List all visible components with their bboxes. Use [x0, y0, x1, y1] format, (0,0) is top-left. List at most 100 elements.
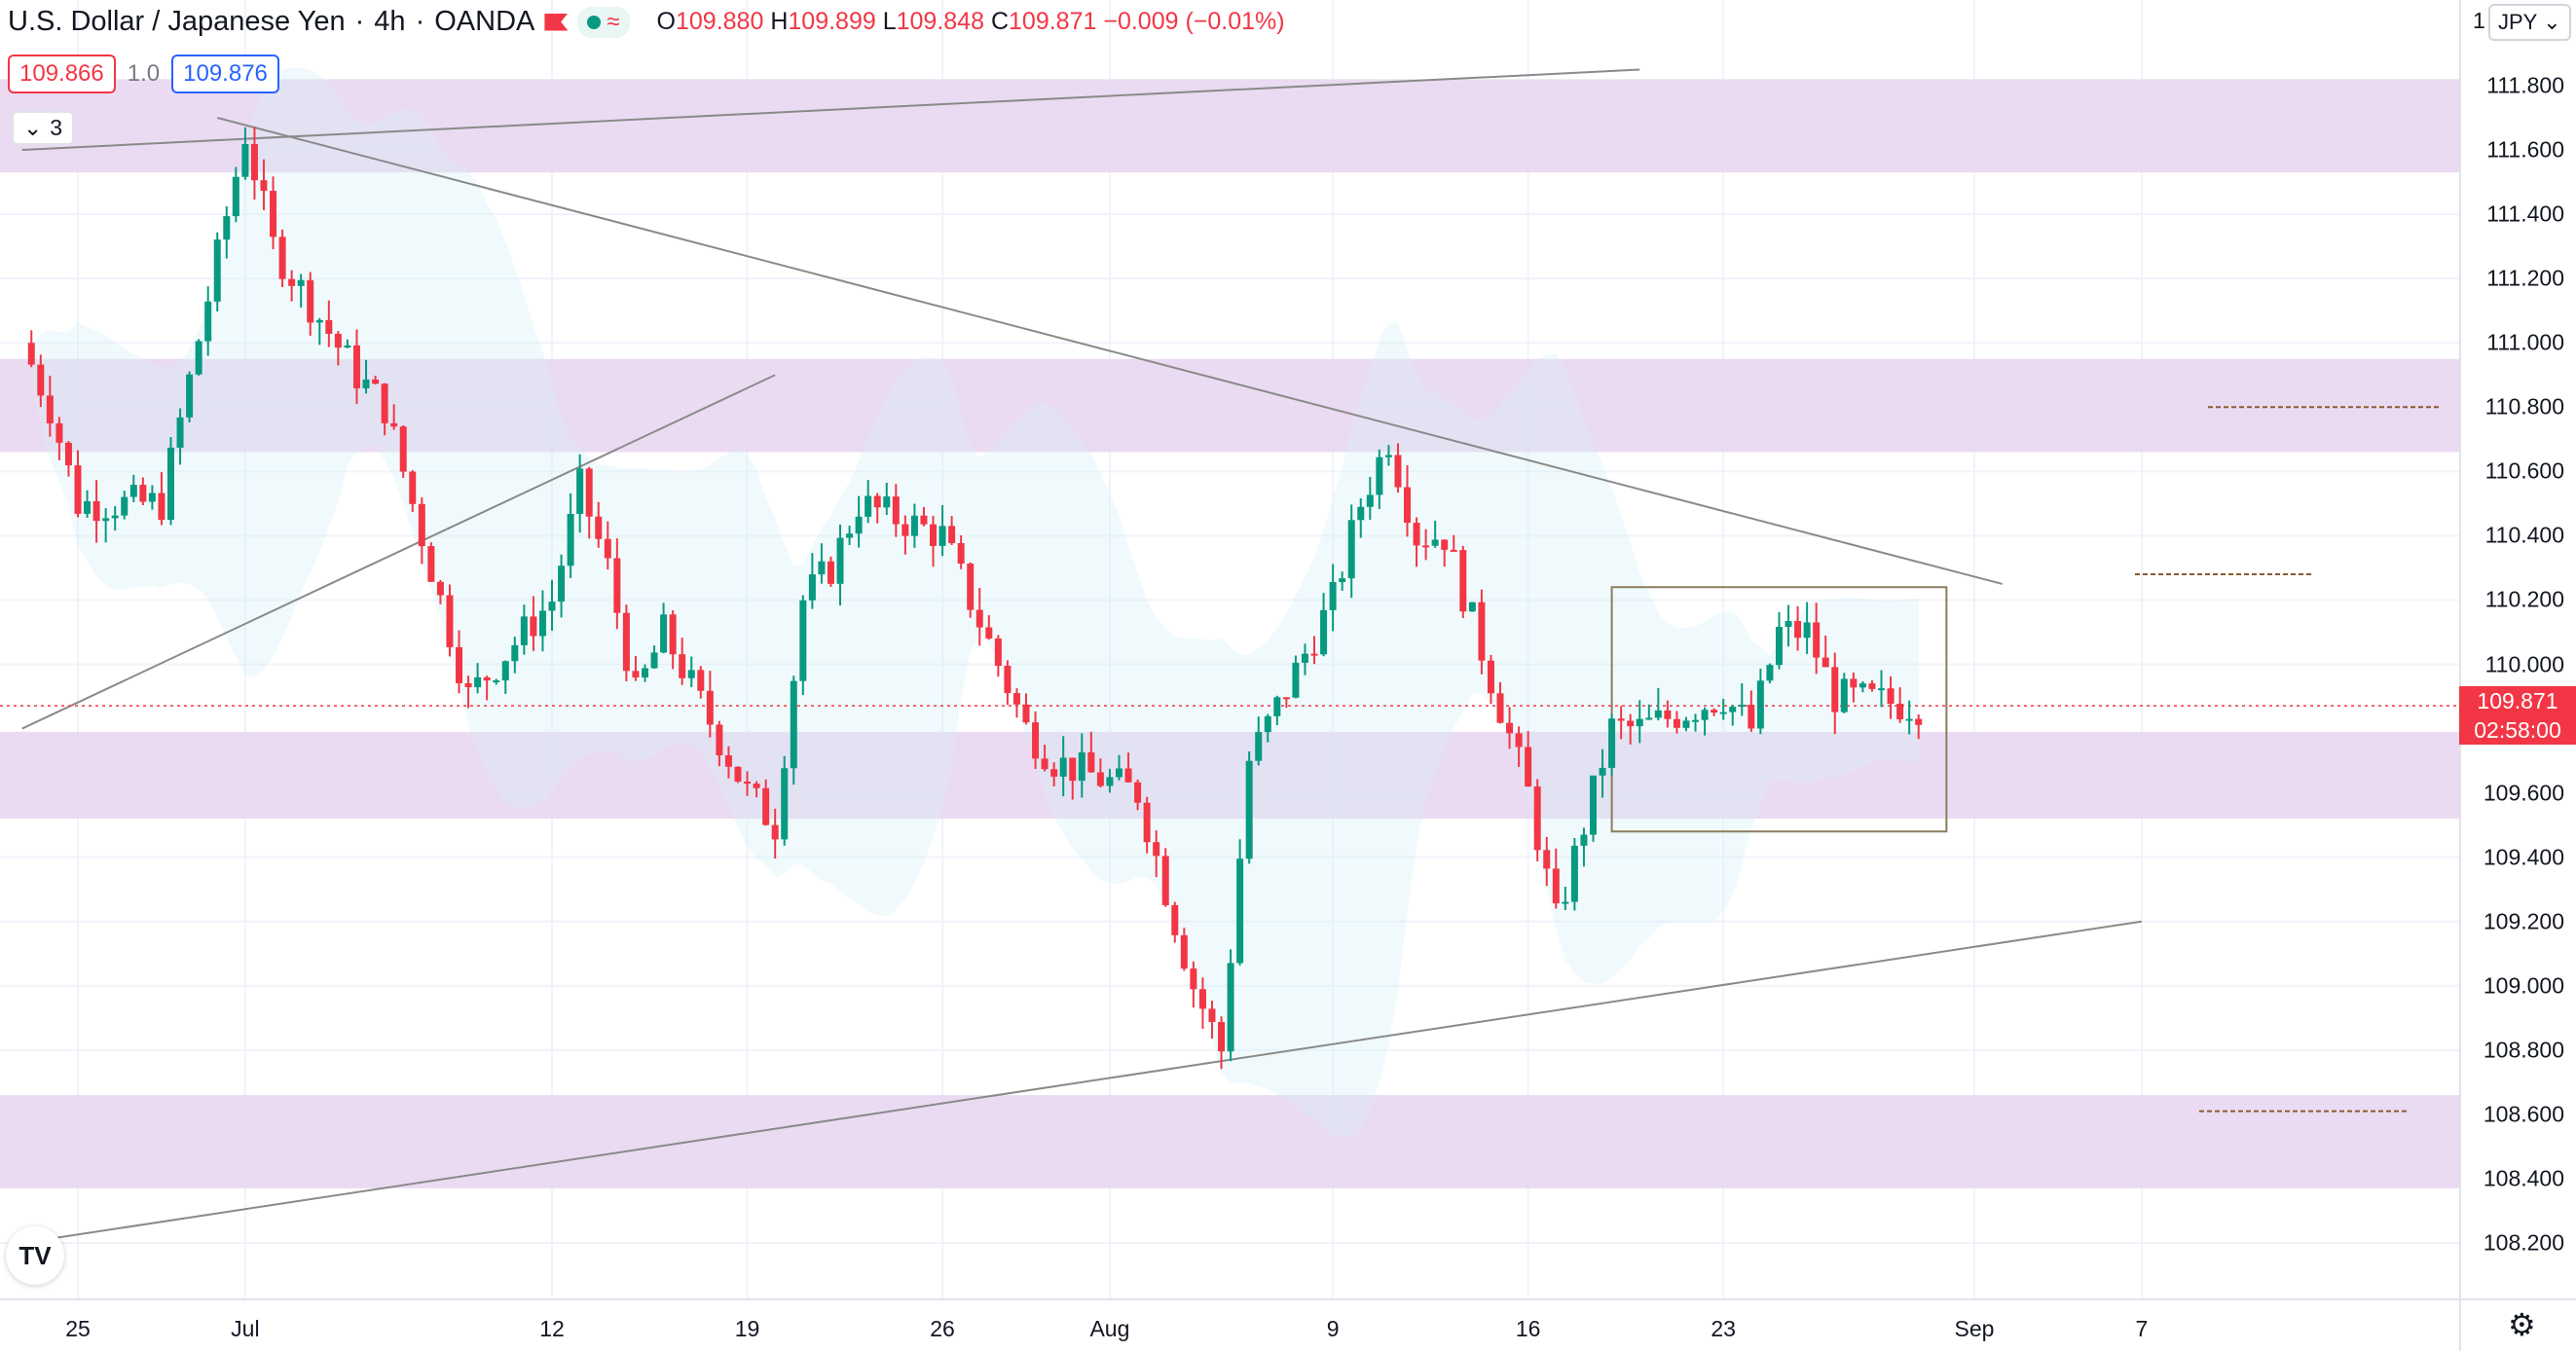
- candle-body: [1887, 688, 1895, 705]
- candle-body: [1738, 705, 1746, 708]
- candle-body: [567, 513, 574, 566]
- candle-body: [873, 495, 881, 508]
- chart-header: U.S. Dollar / Japanese Yen · 4h · OANDA …: [8, 6, 1285, 38]
- buy-button[interactable]: 109.876: [171, 55, 279, 93]
- settings-gear-icon[interactable]: ⚙: [2508, 1307, 2536, 1342]
- candle-body: [176, 417, 184, 448]
- candle-body: [994, 638, 1002, 666]
- candle-body: [1478, 602, 1486, 661]
- candle-body: [1794, 621, 1802, 639]
- candle-body: [669, 614, 677, 655]
- time-tick-label: 7: [2135, 1316, 2149, 1341]
- candle-body: [1022, 704, 1030, 723]
- candle-body: [1273, 697, 1281, 716]
- currency-selector[interactable]: JPY ⌄: [2488, 4, 2571, 41]
- candle-body: [270, 191, 277, 237]
- candle-body: [223, 216, 231, 240]
- sell-button[interactable]: 109.866: [8, 55, 116, 93]
- time-tick-label: 19: [734, 1316, 760, 1341]
- trade-panel: 109.866 1.0 109.876: [8, 55, 279, 93]
- price-axis[interactable]: 111.800 111.600 111.400 111.200 111.000 110.8…: [2459, 0, 2576, 1298]
- trendline: [21, 374, 776, 730]
- close-label: C: [990, 8, 1010, 35]
- candle-body: [948, 526, 956, 543]
- candle-body: [1124, 768, 1132, 783]
- candle-body: [753, 784, 760, 788]
- candle-body: [706, 690, 714, 725]
- candle-body: [910, 515, 918, 536]
- time-tick-label: 16: [1515, 1316, 1541, 1341]
- supply-demand-zone: [0, 731, 2459, 820]
- price-tick-label: 110.400: [2484, 522, 2564, 548]
- candle-body: [409, 471, 417, 504]
- candle-body: [1282, 697, 1290, 700]
- time-tick-label: Sep: [1954, 1316, 1995, 1341]
- price-tick-label: 110.000: [2484, 651, 2564, 676]
- candle-body: [1357, 506, 1365, 521]
- close-value: 109.871: [1009, 8, 1097, 35]
- tradingview-logo-icon[interactable]: TV: [6, 1226, 64, 1285]
- candle-body: [1570, 845, 1578, 902]
- candle-body: [1525, 747, 1532, 787]
- candle-body: [1143, 802, 1151, 843]
- candle-body: [762, 787, 770, 825]
- symbol-name[interactable]: U.S. Dollar / Japanese Yen: [8, 6, 346, 37]
- candle-body: [957, 542, 965, 565]
- candle-body: [679, 654, 686, 678]
- candle-body: [538, 610, 546, 637]
- candle-body: [1562, 901, 1569, 904]
- indicators-collapse-button[interactable]: ⌄ 3: [12, 111, 75, 145]
- consolidation-box: [1610, 586, 1948, 833]
- candle-body: [1441, 539, 1449, 550]
- chart-plot-area[interactable]: [0, 0, 2459, 1298]
- candle-body: [613, 558, 621, 613]
- candle-body: [1218, 1021, 1226, 1052]
- candle-body: [1719, 712, 1727, 714]
- candle-body: [827, 561, 834, 584]
- candle-body: [334, 333, 342, 348]
- candle-body: [1161, 856, 1169, 905]
- price-tick-label: 111.800: [2486, 72, 2564, 98]
- candle-body: [1106, 777, 1114, 786]
- candle-body: [687, 670, 695, 678]
- candle-body: [46, 395, 54, 423]
- market-open-dot-icon: [587, 15, 602, 29]
- low-label: L: [882, 8, 897, 35]
- flag-icon[interactable]: [544, 13, 569, 31]
- candle-body: [1850, 678, 1858, 688]
- candle-body: [1069, 757, 1077, 782]
- interval[interactable]: 4h: [374, 6, 406, 37]
- candle-body: [595, 516, 603, 539]
- candle-body: [1813, 622, 1821, 658]
- price-tick-label: 108.400: [2483, 1165, 2564, 1191]
- candle-body: [1589, 775, 1597, 835]
- price-tick-label: 109.000: [2483, 972, 2564, 999]
- candle-body: [352, 345, 360, 388]
- candle-body: [84, 500, 92, 514]
- candle-body: [1878, 688, 1886, 691]
- candle-body: [1096, 772, 1104, 786]
- time-tick-label: 25: [65, 1316, 91, 1341]
- candle-body: [1654, 710, 1662, 718]
- candle-body: [74, 465, 82, 514]
- time-axis[interactable]: 25 Jul 12 19 26 Aug 9 16 23 Sep 7: [0, 1298, 2459, 1351]
- candle-body: [604, 538, 611, 559]
- spread-value: 1.0: [127, 60, 161, 87]
- candle-body: [493, 680, 500, 683]
- price-tick-label: 110.200: [2484, 586, 2564, 612]
- candle-body: [1896, 704, 1904, 720]
- candle-body: [1533, 786, 1541, 851]
- time-tick-label: 12: [539, 1316, 565, 1341]
- market-status-pill[interactable]: ≈: [577, 6, 630, 38]
- candle-body: [1580, 834, 1588, 846]
- candle-body: [464, 682, 472, 688]
- low-value: 109.848: [896, 8, 984, 35]
- candle-body: [771, 824, 779, 840]
- candle-body: [744, 781, 752, 785]
- candle-body: [111, 515, 119, 519]
- candle-body: [1115, 768, 1122, 778]
- candle-body: [1041, 758, 1049, 770]
- candle-body: [883, 496, 891, 508]
- time-tick-label: 23: [1711, 1316, 1736, 1341]
- price-chart-svg[interactable]: [0, 0, 2459, 1298]
